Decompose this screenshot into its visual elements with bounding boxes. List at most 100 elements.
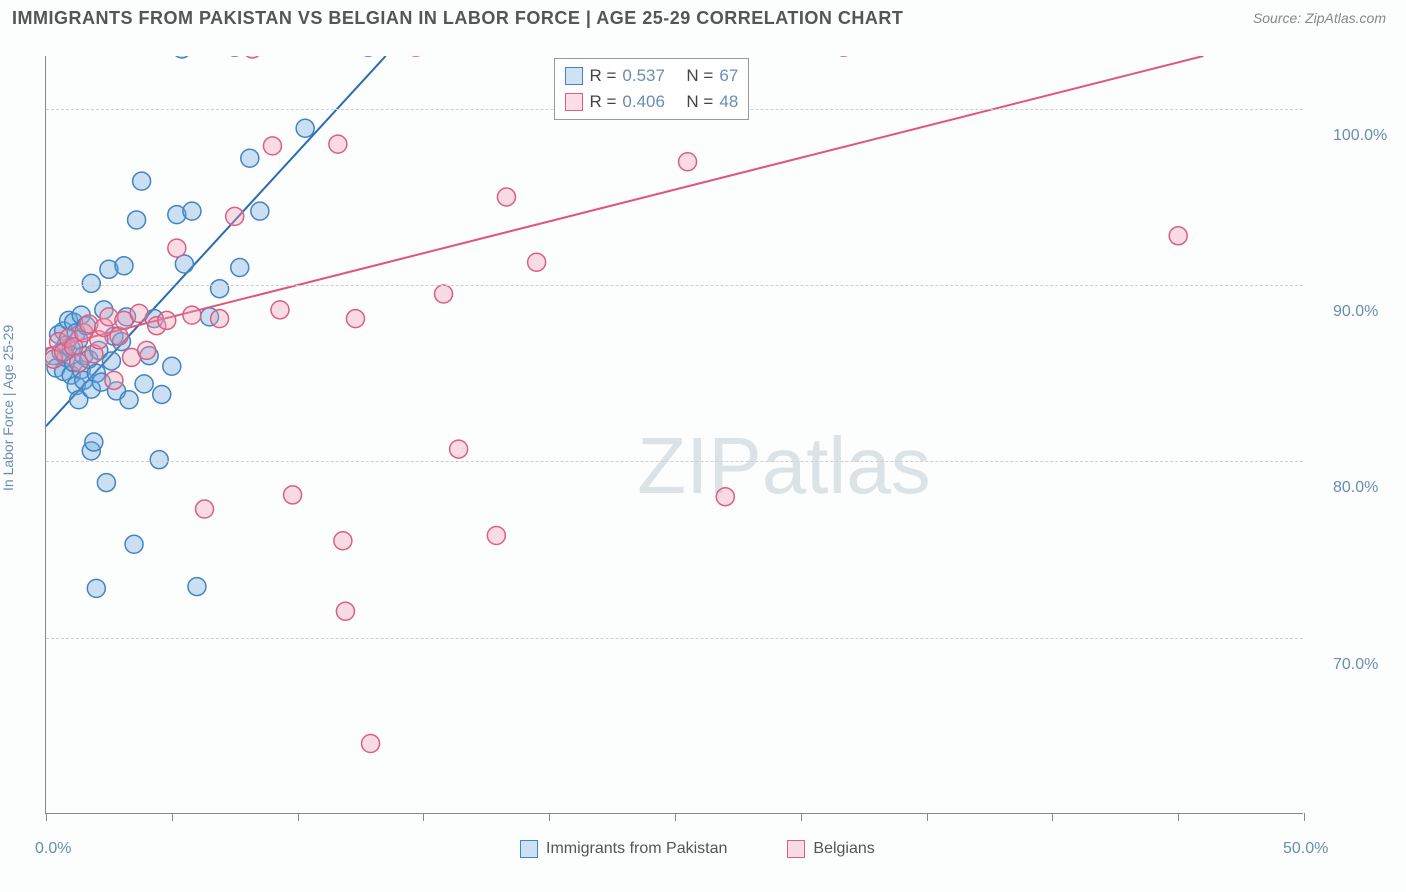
plot-svg	[46, 56, 1304, 814]
point-belgian	[329, 135, 347, 153]
series-legend: Immigrants from Pakistan Belgians	[520, 840, 875, 858]
point-pakistan	[251, 202, 269, 220]
point-belgian	[183, 306, 201, 324]
n-label: N =	[686, 92, 713, 112]
point-pakistan	[173, 40, 191, 58]
point-pakistan	[296, 119, 314, 137]
x-tick	[1178, 813, 1179, 821]
plot-area: ZIPatlas	[45, 56, 1303, 814]
point-belgian	[528, 253, 546, 271]
point-belgian	[346, 310, 364, 328]
point-pakistan	[163, 357, 181, 375]
gridline	[46, 461, 1303, 462]
x-tick	[423, 813, 424, 821]
y-tick-label: 90.0%	[1333, 303, 1378, 321]
point-pakistan	[233, 35, 251, 53]
y-axis-label: In Labor Force | Age 25-29	[0, 324, 16, 490]
chart-title: IMMIGRANTS FROM PAKISTAN VS BELGIAN IN L…	[12, 8, 903, 29]
legend-stats-row-belgian: R = 0.406 N = 48	[565, 89, 738, 115]
point-belgian	[679, 153, 697, 171]
x-tick	[549, 813, 550, 821]
point-pakistan	[241, 149, 259, 167]
y-tick-label: 70.0%	[1333, 656, 1378, 674]
x-tick	[46, 813, 47, 821]
point-belgian	[407, 38, 425, 56]
x-tick	[675, 813, 676, 821]
swatch-pakistan	[565, 67, 583, 85]
point-pakistan	[306, 35, 324, 53]
point-pakistan	[97, 474, 115, 492]
r-value-pakistan: 0.537	[622, 66, 680, 86]
chart-container: IMMIGRANTS FROM PAKISTAN VS BELGIAN IN L…	[0, 0, 1406, 892]
point-belgian	[918, 36, 936, 54]
point-pakistan	[188, 578, 206, 596]
point-pakistan	[150, 451, 168, 469]
y-tick-label: 100.0%	[1333, 127, 1387, 145]
point-belgian	[450, 440, 468, 458]
point-belgian	[334, 532, 352, 550]
point-belgian	[168, 239, 186, 257]
x-tick	[1304, 813, 1305, 821]
point-pakistan	[213, 36, 231, 54]
point-pakistan	[128, 211, 146, 229]
swatch-belgian	[565, 93, 583, 111]
x-tick-label: 0.0%	[35, 840, 71, 858]
point-belgian	[301, 36, 319, 54]
point-pakistan	[102, 352, 120, 370]
point-belgian	[105, 371, 123, 389]
point-pakistan	[183, 202, 201, 220]
point-belgian	[336, 602, 354, 620]
source-label: Source: ZipAtlas.com	[1253, 10, 1386, 26]
point-belgian	[138, 341, 156, 359]
point-belgian	[362, 734, 380, 752]
point-pakistan	[87, 579, 105, 597]
legend-item-pakistan: Immigrants from Pakistan	[520, 840, 727, 858]
x-tick	[1052, 813, 1053, 821]
legend-label-belgian: Belgians	[813, 840, 874, 858]
point-pakistan	[125, 535, 143, 553]
point-pakistan	[85, 433, 103, 451]
y-tick-label: 80.0%	[1333, 479, 1378, 497]
point-belgian	[271, 301, 289, 319]
legend-stats-row-pakistan: R = 0.537 N = 67	[565, 63, 738, 89]
point-belgian	[435, 285, 453, 303]
x-tick	[801, 813, 802, 821]
point-belgian	[263, 137, 281, 155]
point-pakistan	[226, 38, 244, 56]
x-tick	[298, 813, 299, 821]
point-pakistan	[133, 172, 151, 190]
point-belgian	[495, 36, 513, 54]
point-belgian	[130, 304, 148, 322]
point-pakistan	[120, 391, 138, 409]
point-pakistan	[153, 385, 171, 403]
point-belgian	[1026, 35, 1044, 53]
point-pakistan	[115, 257, 133, 275]
point-belgian	[1169, 227, 1187, 245]
point-belgian	[487, 526, 505, 544]
legend-label-pakistan: Immigrants from Pakistan	[546, 840, 727, 858]
x-tick-label: 50.0%	[1283, 840, 1328, 858]
r-label: R =	[589, 92, 616, 112]
point-belgian	[716, 488, 734, 506]
gridline	[46, 285, 1303, 286]
n-label: N =	[686, 66, 713, 86]
r-label: R =	[589, 66, 616, 86]
point-belgian	[211, 310, 229, 328]
point-belgian	[158, 311, 176, 329]
point-pakistan	[231, 259, 249, 277]
point-belgian	[196, 500, 214, 518]
n-value-belgian: 48	[719, 92, 738, 112]
x-tick	[927, 813, 928, 821]
point-belgian	[243, 40, 261, 58]
swatch-pakistan	[520, 840, 538, 858]
point-pakistan	[211, 280, 229, 298]
r-value-belgian: 0.406	[622, 92, 680, 112]
legend-item-belgian: Belgians	[787, 840, 874, 858]
point-pakistan	[135, 375, 153, 393]
point-pakistan	[263, 36, 281, 54]
x-tick	[172, 813, 173, 821]
point-belgian	[284, 486, 302, 504]
n-value-pakistan: 67	[719, 66, 738, 86]
correlation-legend: R = 0.537 N = 67 R = 0.406 N = 48	[554, 58, 749, 120]
point-pakistan	[359, 38, 377, 56]
